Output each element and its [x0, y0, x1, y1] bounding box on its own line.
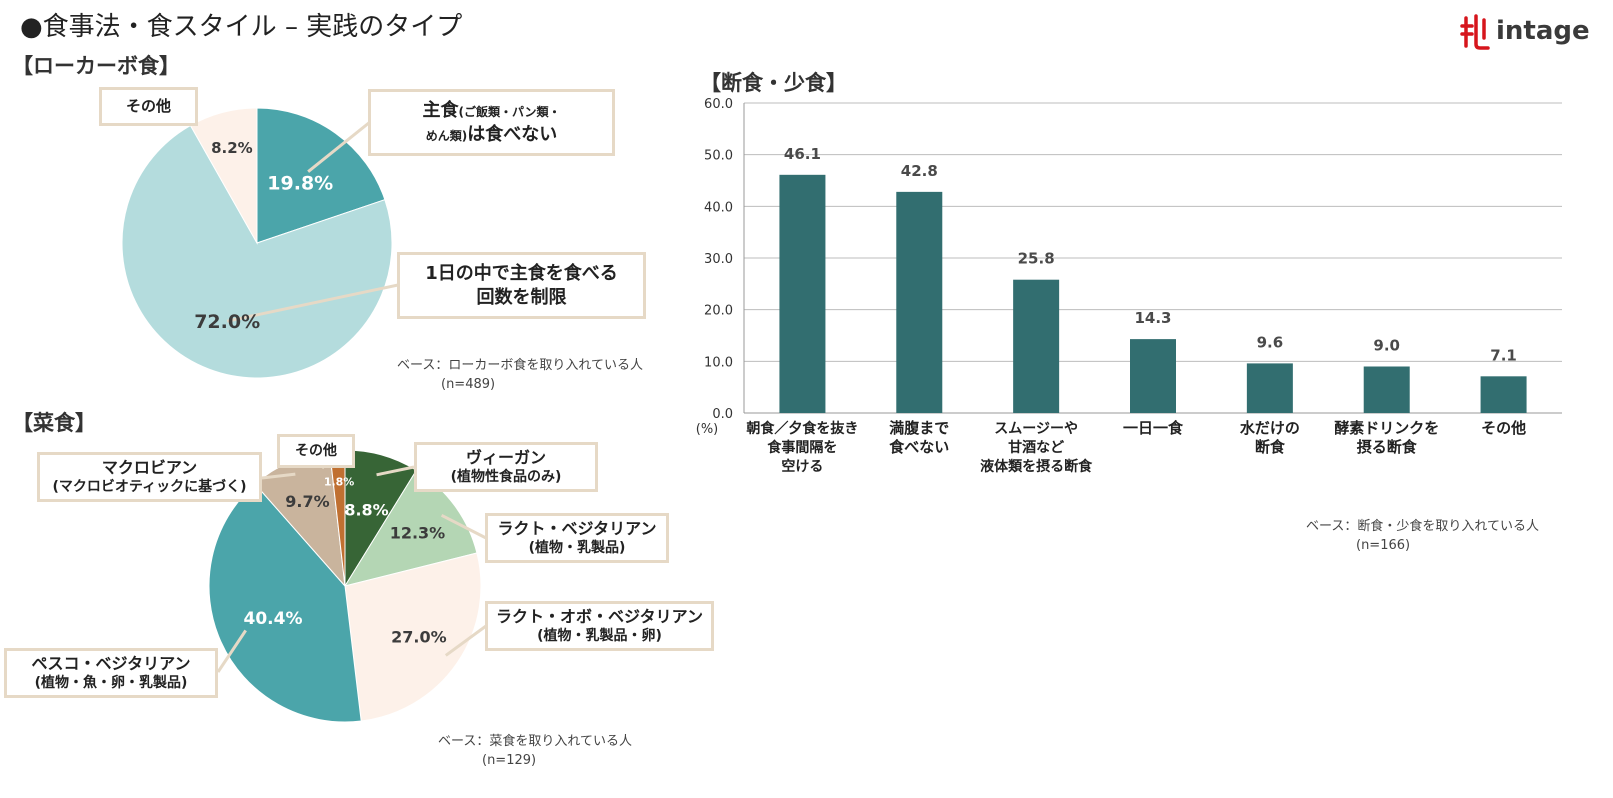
lowcarb-base-n: (n=489) [441, 376, 496, 392]
bar-value-label: 46.1 [784, 145, 821, 163]
fasting-base-n: (n=166) [1356, 537, 1411, 553]
veg-slice-label-4: 9.7% [285, 492, 329, 511]
callout-macro: マクロビアン (マクロビオティックに基づく) [37, 452, 262, 502]
callout-limit-line2: 回数を制限 [476, 286, 567, 308]
bar [1246, 363, 1293, 413]
callout-staple-paren2: めん類) [425, 128, 468, 143]
fasting-bar-chart: 0.0 10.0 20.0 30.0 40.0 50.0 60.0 46.1 42.8 25.8… [696, 97, 1562, 475]
lowcarb-slice-label-0: 19.8% [267, 172, 333, 194]
y-tick-label: 20.0 [704, 304, 733, 319]
fasting-section-label: 【断食・少食】 [700, 71, 847, 95]
lowcarb-base-text: ベース：ローカーボ食を取り入れている人 [397, 358, 643, 373]
fasting-base-text: ベース：断食・少食を取り入れている人 [1306, 519, 1539, 534]
intage-mark-icon [1460, 14, 1490, 50]
veg-base-text: ベース：菜食を取り入れている人 [438, 734, 632, 749]
callout-limit-staple: 1日の中で主食を食べる 回数を制限 [397, 252, 646, 319]
callout-lowcarb-other-text: その他 [125, 96, 171, 115]
lowcarb-slice-label-1: 72.0% [194, 311, 260, 333]
veg-slice-label-0: 8.8% [344, 501, 388, 520]
lowcarb-slice-label-2: 8.2% [211, 139, 253, 157]
bar-value-label: 14.3 [1134, 309, 1171, 327]
bar-value-label: 25.8 [1018, 250, 1055, 268]
x-category-label: 酵素ドリンクを摂る断食 [1334, 419, 1439, 456]
x-category-label: スムージーや甘酒など液体類を摂る断食 [980, 421, 1093, 475]
lowcarb-leader-line-0 [307, 120, 371, 173]
veg-leader-line-4 [261, 472, 296, 480]
callout-lacto-ovo-line2: (植物・乳製品・卵) [537, 628, 662, 645]
x-category-label: 朝食／夕食を抜き食事間隔を空ける [746, 420, 858, 475]
veg-leader-line-2 [444, 624, 487, 657]
fasting-base-note: ベース：断食・少食を取り入れている人 (n=166) [1306, 518, 1539, 556]
veg-section-label: 【菜食】 [12, 411, 96, 435]
bar [1013, 279, 1060, 413]
y-tick-label: 0.0 [712, 407, 733, 422]
veg-leader-line-0 [376, 465, 415, 477]
veg-slice-2 [344, 552, 482, 722]
bar [779, 174, 826, 413]
x-category-label: 満腹まで食べない [889, 419, 949, 456]
veg-slice-label-5: 1.8% [324, 475, 355, 488]
lowcarb-leader-line-1 [226, 283, 399, 323]
lowcarb-section-label: 【ローカーボ食】 [12, 54, 180, 78]
callout-staple-paren: (ご飯類・パン類・ [458, 105, 561, 120]
veg-base-note: ベース：菜食を取り入れている人 (n=129) [438, 733, 632, 771]
veg-slice-label-3: 40.4% [244, 609, 303, 629]
callout-pesco-line2: (植物・魚・卵・乳製品) [34, 675, 188, 692]
callout-macro-line2: (マクロビオティックに基づく) [52, 479, 247, 496]
callout-veg-other: その他 [277, 434, 355, 468]
callout-pesco-line1: ペスコ・ベジタリアン [31, 653, 191, 673]
intage-logo: intage [1460, 12, 1600, 52]
callout-staple-main: 主食 [422, 100, 459, 122]
bar-value-label: 42.8 [901, 162, 938, 180]
veg-pie-chart: 8.8%12.3% 27.0% 40.4% 9.7% 1.8% [208, 449, 487, 723]
callout-lacto: ラクト・ベジタリアン (植物・乳製品) [485, 513, 669, 563]
bar [1363, 366, 1410, 413]
y-tick-label: 50.0 [704, 149, 733, 164]
callout-veg-other-text: その他 [295, 442, 337, 459]
y-tick-label: 60.0 [704, 97, 733, 112]
veg-slice-3 [208, 483, 362, 723]
veg-leader-line-1 [440, 514, 487, 540]
callout-staple-tail: は食べない [467, 123, 558, 145]
page-title: ●食事法・食スタイル – 実践のタイプ [20, 12, 463, 42]
y-tick-label: 10.0 [704, 355, 733, 370]
y-tick-label: 40.0 [704, 200, 733, 215]
veg-slice-label-2: 27.0% [391, 628, 447, 647]
callout-vegan-line2: (植物性食品のみ) [450, 469, 562, 486]
callout-vegan: ヴィーガン (植物性食品のみ) [414, 442, 598, 492]
bar-value-label: 9.6 [1257, 333, 1284, 351]
callout-staple-no: 主食(ご飯類・パン類・ めん類)は食べない [368, 89, 615, 156]
callout-vegan-line1: ヴィーガン [465, 447, 546, 467]
bar [1130, 339, 1176, 413]
intage-wordmark: intage [1496, 16, 1590, 46]
x-category-label: その他 [1481, 419, 1526, 437]
y-tick-label: 30.0 [704, 252, 733, 267]
callout-lacto-line1: ラクト・ベジタリアン [497, 518, 657, 538]
bar [1480, 376, 1527, 413]
lowcarb-slice-0 [256, 107, 386, 244]
veg-slice-label-1: 12.3% [390, 524, 446, 543]
callout-pesco: ペスコ・ベジタリアン (植物・魚・卵・乳製品) [4, 648, 218, 698]
callout-limit-line1: 1日の中で主食を食べる [425, 263, 618, 285]
callout-lacto-ovo-line1: ラクト・オボ・ベジタリアン [495, 606, 704, 626]
callout-lacto-ovo: ラクト・オボ・ベジタリアン (植物・乳製品・卵) [485, 601, 714, 651]
callout-lowcarb-other: その他 [99, 87, 198, 126]
x-category-label: 一日一食 [1123, 419, 1184, 437]
y-unit-label: (%) [696, 422, 719, 437]
lowcarb-base-note: ベース：ローカーボ食を取り入れている人 (n=489) [397, 357, 643, 395]
callout-lacto-line2: (植物・乳製品) [528, 540, 626, 557]
veg-base-n: (n=129) [482, 752, 537, 768]
bar-value-label: 7.1 [1490, 346, 1517, 364]
callout-macro-line1: マクロビアン [101, 457, 198, 477]
veg-leader-line-3 [216, 629, 247, 673]
bar-value-label: 9.0 [1373, 337, 1400, 355]
lowcarb-pie-chart: 19.8% 72.0% 8.2% [121, 107, 399, 379]
x-category-label: 水だけの断食 [1240, 419, 1300, 456]
bar [896, 191, 943, 413]
